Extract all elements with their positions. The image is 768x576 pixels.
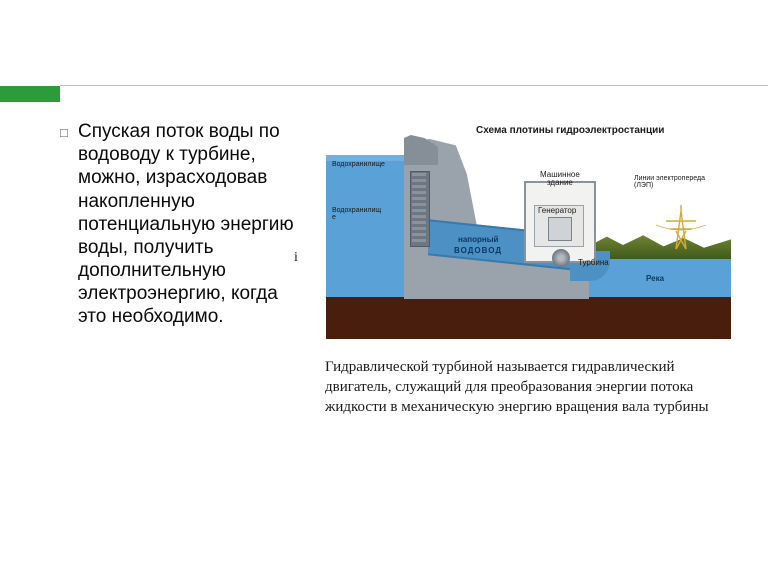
- diagram-title: Схема плотины гидроэлектростанции: [476, 125, 664, 136]
- power-pylon: [656, 201, 706, 251]
- left-column: □ Спуская поток воды по водоводу к турби…: [60, 120, 294, 329]
- accent-bar: [0, 86, 60, 102]
- dam-crest: [404, 135, 438, 165]
- ground: [326, 295, 731, 339]
- label-powerlines: Линии электропереда (ЛЭП): [634, 175, 705, 190]
- label-reservoir-side: Водохранилищ е: [332, 207, 381, 222]
- bullet-item: □ Спуская поток воды по водоводу к турби…: [60, 120, 294, 329]
- label-generator: Генератор: [538, 207, 576, 215]
- turbine: [552, 249, 570, 267]
- label-penstock-bot: ВОДОВОД: [454, 246, 502, 255]
- label-turbine: Турбина: [578, 259, 609, 267]
- right-column: Схема плотины гидроэлектростанции напорн…: [325, 118, 735, 417]
- bullet-text: Спуская поток воды по водоводу к турбине…: [78, 120, 294, 329]
- diagram-caption: Гидравлической турбиной называется гидра…: [325, 358, 720, 417]
- bullet-marker: □: [60, 120, 78, 140]
- label-reservoir: Водохранилище: [332, 161, 385, 168]
- title-underline: [60, 85, 768, 86]
- stray-char: і: [294, 250, 298, 266]
- intake-grate: [412, 173, 426, 243]
- label-powerhouse: Машинное здание: [540, 171, 580, 188]
- slide: □ Спуская поток воды по водоводу к турби…: [0, 0, 768, 576]
- label-river: Река: [646, 275, 664, 283]
- label-penstock-top: напорный: [458, 235, 498, 244]
- dam-diagram: Схема плотины гидроэлектростанции напорн…: [325, 118, 732, 340]
- generator: [548, 217, 572, 241]
